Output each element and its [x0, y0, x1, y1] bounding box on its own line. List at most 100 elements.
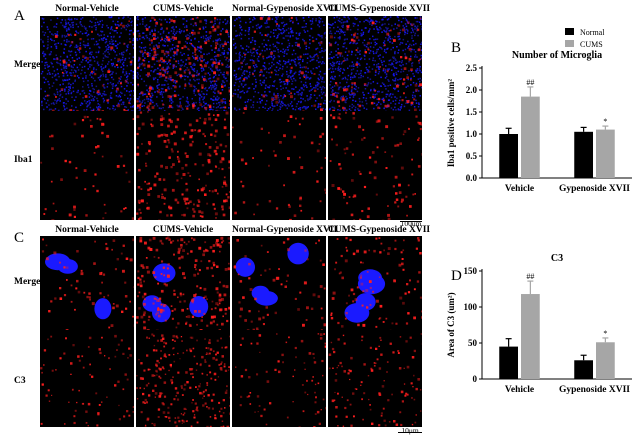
- nucleus-dot: [92, 68, 95, 71]
- red-speck: [212, 261, 215, 265]
- nucleus-dot: [337, 37, 340, 39]
- nucleus-dot: [69, 87, 71, 89]
- nucleus-dot: [291, 88, 293, 90]
- nucleus-dot: [402, 64, 404, 66]
- nucleus-dot: [346, 38, 348, 40]
- nucleus-dot: [316, 83, 319, 86]
- red-speck: [185, 316, 188, 318]
- nucleus-dot: [419, 66, 421, 68]
- nucleus-dot: [102, 37, 105, 39]
- red-speck: [358, 125, 361, 129]
- nucleus-dot: [222, 21, 224, 23]
- nucleus-dot: [333, 107, 336, 110]
- red-speck: [176, 118, 180, 121]
- nucleus-dot: [397, 35, 399, 38]
- red-speck: [143, 280, 145, 283]
- red-speck: [133, 286, 134, 288]
- nucleus-dot: [291, 59, 293, 61]
- nucleus-dot: [161, 27, 163, 29]
- red-speck: [183, 276, 186, 279]
- nucleus-dot: [43, 45, 45, 47]
- red-speck: [310, 307, 314, 310]
- row-label-merge-top: Merge: [14, 60, 41, 70]
- nucleus-dot: [95, 40, 98, 43]
- nucleus-dot: [219, 54, 222, 56]
- nucleus-dot: [125, 24, 127, 27]
- nucleus-dot: [144, 57, 146, 59]
- red-speck: [274, 311, 277, 315]
- nucleus-dot: [95, 56, 98, 58]
- nucleus-dot: [404, 17, 407, 19]
- nucleus-dot: [407, 40, 409, 43]
- nucleus-dot: [299, 58, 301, 60]
- nucleus-dot: [199, 47, 202, 49]
- nucleus-dot: [43, 97, 45, 100]
- nucleus-dot: [84, 32, 87, 34]
- red-speck: [99, 292, 102, 295]
- nucleus-dot: [81, 61, 83, 63]
- red-speck: [122, 164, 126, 167]
- red-speck: [176, 156, 179, 158]
- red-speck: [264, 34, 267, 37]
- nucleus-dot: [257, 23, 259, 26]
- nucleus-dot: [365, 45, 368, 48]
- red-speck: [278, 268, 280, 270]
- nucleus-dot: [336, 92, 338, 94]
- nucleus-dot: [271, 110, 273, 112]
- red-speck: [151, 16, 154, 19]
- nucleus-dot: [97, 100, 99, 102]
- nucleus-dot: [342, 77, 344, 80]
- nucleus-dot: [149, 33, 151, 35]
- red-speck: [184, 83, 187, 86]
- micrograph-a-iba1-normal-vehicle: [40, 111, 134, 220]
- nucleus-dot: [50, 51, 52, 53]
- nucleus-dot: [346, 54, 349, 57]
- nucleus-dot: [418, 62, 420, 64]
- nucleus-dot: [271, 104, 273, 106]
- nucleus-dot: [408, 70, 410, 72]
- nucleus-dot: [172, 64, 175, 66]
- nucleus-dot: [310, 71, 312, 73]
- nucleus-dot: [294, 97, 296, 100]
- nucleus-dot: [152, 77, 155, 79]
- nucleus-dot: [311, 59, 313, 61]
- nucleus-dot: [396, 97, 398, 100]
- nucleus-dot: [252, 106, 255, 109]
- nucleus-dot: [306, 57, 309, 59]
- nucleus-dot: [204, 103, 206, 105]
- nucleus-dot: [354, 17, 356, 19]
- nucleus-dot: [120, 99, 122, 101]
- nucleus-dot: [139, 75, 141, 77]
- nucleus-dot: [67, 18, 70, 20]
- nucleus-dot: [183, 53, 185, 55]
- red-speck: [171, 188, 175, 192]
- nucleus-dot: [228, 107, 230, 109]
- red-speck: [157, 308, 160, 311]
- nucleus-dot: [273, 54, 275, 57]
- nucleus-dot: [296, 19, 298, 21]
- nucleus-dot: [99, 92, 101, 94]
- nucleus-dot: [298, 45, 301, 48]
- nucleus-dot: [378, 29, 380, 31]
- nucleus-dot: [354, 94, 356, 96]
- nucleus-dot: [191, 29, 194, 32]
- nucleus-dot: [180, 59, 182, 62]
- nucleus-dot: [52, 102, 55, 104]
- nucleus-dot: [381, 91, 384, 93]
- nucleus-dot: [324, 99, 326, 102]
- red-speck: [185, 188, 189, 192]
- red-speck: [214, 129, 218, 133]
- nucleus-dot: [364, 58, 366, 60]
- nucleus-dot: [110, 63, 113, 65]
- red-speck: [172, 130, 176, 134]
- red-speck: [165, 145, 169, 148]
- red-speck: [367, 48, 370, 51]
- nucleus-dot: [143, 93, 146, 96]
- nucleus-dot: [203, 40, 206, 42]
- nucleus-dot: [276, 87, 278, 90]
- red-speck: [410, 68, 413, 71]
- red-speck: [408, 127, 410, 130]
- nucleus-dot: [102, 59, 104, 62]
- nucleus-dot: [412, 29, 414, 31]
- nucleus-dot: [334, 75, 336, 78]
